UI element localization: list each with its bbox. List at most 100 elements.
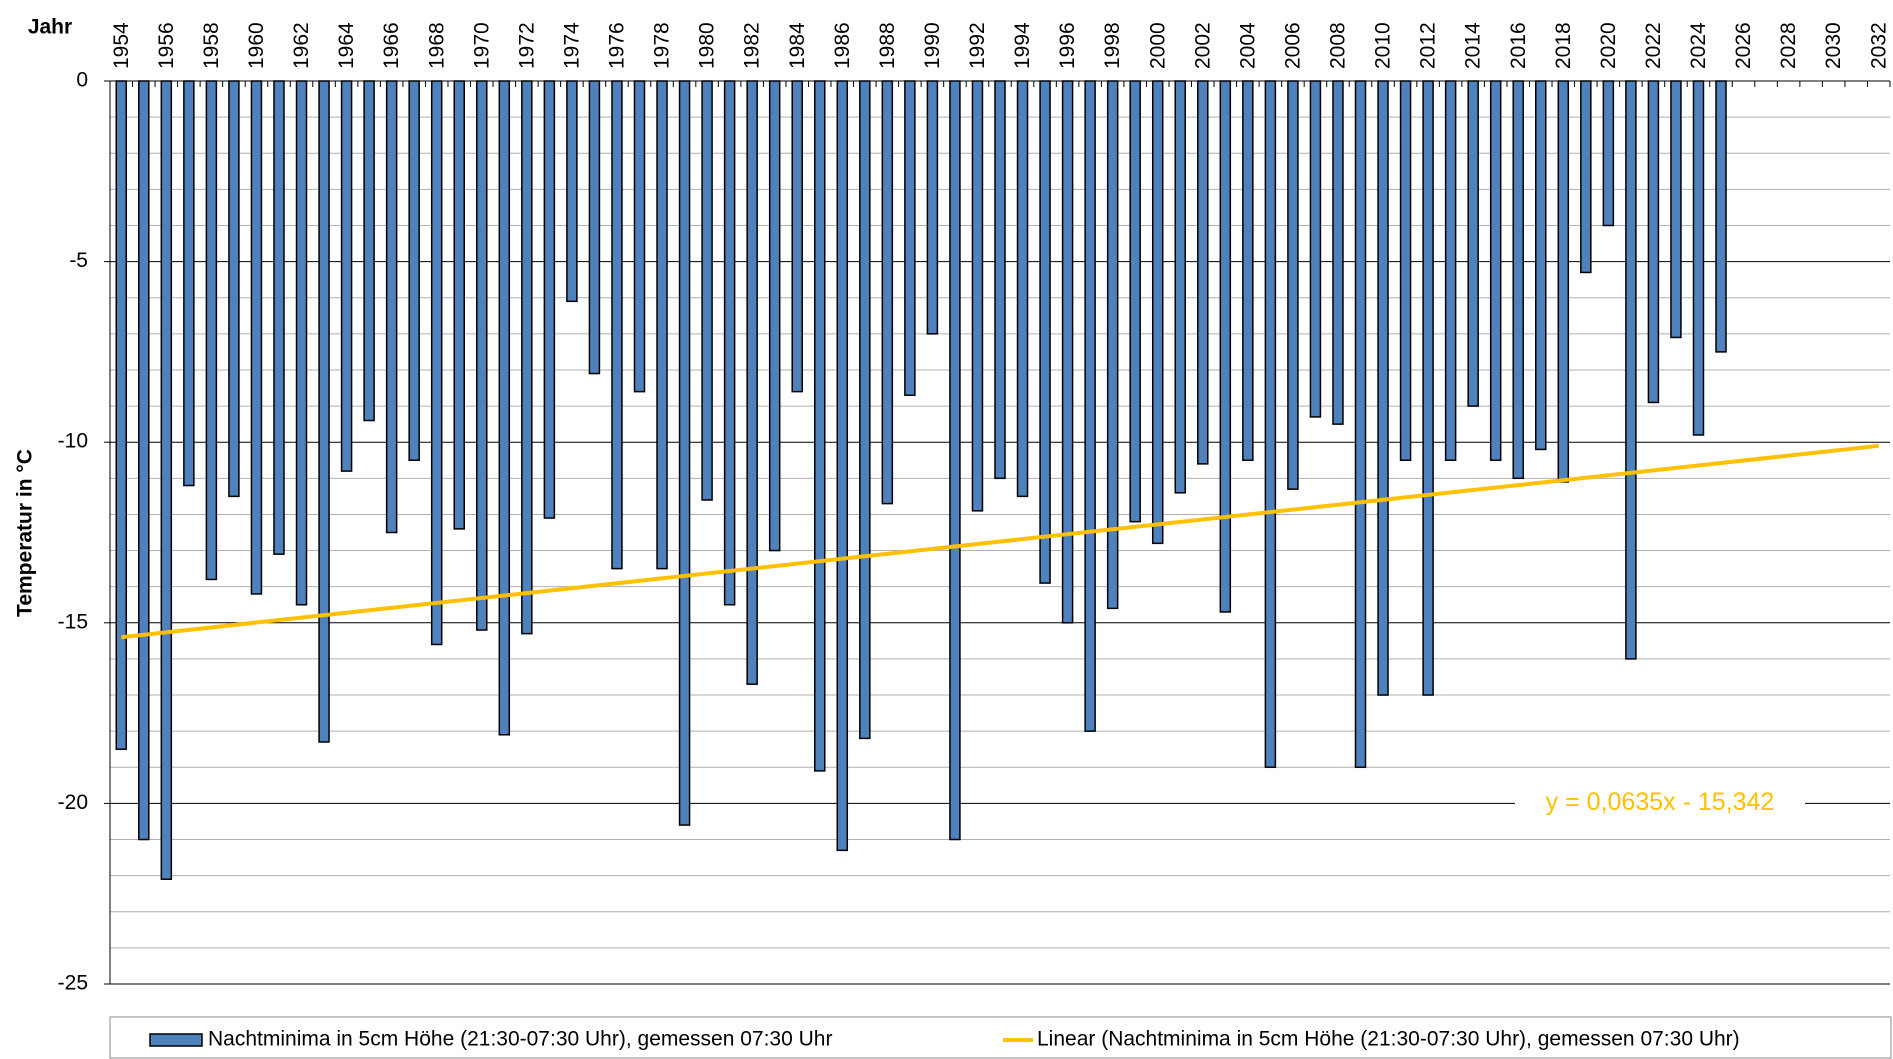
bar xyxy=(1242,80,1254,462)
bar xyxy=(340,80,353,472)
x-tick-label: 2024 xyxy=(1687,22,1710,69)
x-tick-label: 1998 xyxy=(1101,22,1124,69)
bar xyxy=(228,80,240,498)
y-tick-label: -20 xyxy=(58,791,88,814)
bar xyxy=(994,80,1006,480)
bar xyxy=(904,80,916,396)
x-tick-label: 1956 xyxy=(155,22,178,69)
y-tick-label: 0 xyxy=(76,69,88,92)
bar xyxy=(476,80,488,631)
legend-label: Nachtminima in 5cm Höhe (21:30-07:30 Uhr… xyxy=(208,1028,832,1051)
bar xyxy=(566,80,578,303)
bar xyxy=(1332,80,1344,425)
bar xyxy=(543,80,556,519)
bar xyxy=(408,80,420,462)
bar xyxy=(859,80,871,740)
x-tick-label: 2012 xyxy=(1417,22,1440,69)
x-tick-label: 2022 xyxy=(1642,22,1665,69)
bar xyxy=(949,80,961,841)
x-tick-label: 2032 xyxy=(1867,22,1890,69)
bar xyxy=(1467,80,1479,407)
x-tick-label: 1994 xyxy=(1011,22,1034,69)
x-tick-label: 2002 xyxy=(1191,22,1214,69)
bar xyxy=(633,80,646,393)
bar xyxy=(1287,80,1299,490)
bar xyxy=(430,80,443,646)
bar xyxy=(656,80,668,570)
bar xyxy=(1535,80,1547,451)
x-tick-label: 1978 xyxy=(651,22,674,69)
trend-equation: y = 0,0635x - 15,342 xyxy=(1546,788,1775,816)
bar xyxy=(791,80,803,393)
x-tick-label: 1970 xyxy=(470,22,493,69)
legend-label: Linear (Nachtminima in 5cm Höhe (21:30-0… xyxy=(1037,1028,1740,1051)
bar xyxy=(1647,80,1660,404)
bar xyxy=(1106,80,1119,610)
bar xyxy=(1692,80,1705,436)
bar xyxy=(836,80,849,852)
x-tick-label: 2014 xyxy=(1462,22,1485,69)
bar xyxy=(926,80,939,335)
y-axis-title: Temperatur in °C xyxy=(14,449,37,617)
bar xyxy=(521,80,533,635)
bar xyxy=(1151,80,1164,545)
x-tick-label: 1988 xyxy=(876,22,899,69)
x-tick-label: 2026 xyxy=(1732,22,1755,69)
bar xyxy=(453,80,465,530)
bar xyxy=(746,80,758,685)
bar xyxy=(295,80,308,606)
bar xyxy=(205,80,218,581)
bar xyxy=(1197,80,1209,465)
bar xyxy=(1444,80,1457,462)
bar xyxy=(1016,80,1029,498)
x-tick-label: 2006 xyxy=(1281,22,1304,69)
bar xyxy=(1512,80,1524,480)
y-tick-label: -15 xyxy=(58,610,88,633)
x-tick-label: 2000 xyxy=(1146,22,1169,69)
bar xyxy=(701,80,713,501)
equation-bg xyxy=(1515,787,1805,820)
x-tick-label: 1954 xyxy=(110,22,133,69)
x-tick-label: 2030 xyxy=(1822,22,1845,69)
bar xyxy=(971,80,984,512)
x-tick-label: 1992 xyxy=(966,22,989,69)
bar xyxy=(1264,80,1277,769)
bar xyxy=(318,80,330,743)
bar xyxy=(723,80,736,606)
bar xyxy=(768,80,781,552)
x-tick-label: 1960 xyxy=(245,22,268,69)
bar xyxy=(611,80,623,570)
bar xyxy=(160,80,173,881)
x-tick-label: 2018 xyxy=(1552,22,1575,69)
bar xyxy=(1039,80,1051,584)
x-tick-label: 1990 xyxy=(921,22,944,69)
bar xyxy=(1602,80,1615,227)
bar xyxy=(588,80,601,375)
x-tick-label: 2008 xyxy=(1327,22,1350,69)
x-tick-label: 1996 xyxy=(1056,22,1079,69)
y-tick-label: -5 xyxy=(69,249,88,272)
bar xyxy=(138,80,150,841)
x-tick-label: 1984 xyxy=(786,22,809,69)
bar xyxy=(1061,80,1074,624)
bar xyxy=(1580,80,1592,274)
x-tick-label: 1966 xyxy=(380,22,403,69)
bar xyxy=(1354,80,1367,769)
bar xyxy=(1377,80,1389,696)
x-tick-label: 1982 xyxy=(741,22,764,69)
bar xyxy=(273,80,285,555)
x-tick-label: 1974 xyxy=(560,22,583,69)
bar xyxy=(1625,80,1637,660)
bar xyxy=(1129,80,1141,523)
bar xyxy=(1174,80,1187,494)
bar xyxy=(183,80,195,487)
x-tick-label: 2004 xyxy=(1236,22,1259,69)
bar xyxy=(385,80,398,534)
x-tick-label: 2016 xyxy=(1507,22,1530,69)
x-tick-label: 2028 xyxy=(1777,22,1800,69)
bar xyxy=(1084,80,1096,732)
bar xyxy=(115,80,128,750)
bar xyxy=(498,80,511,736)
bar xyxy=(363,80,375,422)
